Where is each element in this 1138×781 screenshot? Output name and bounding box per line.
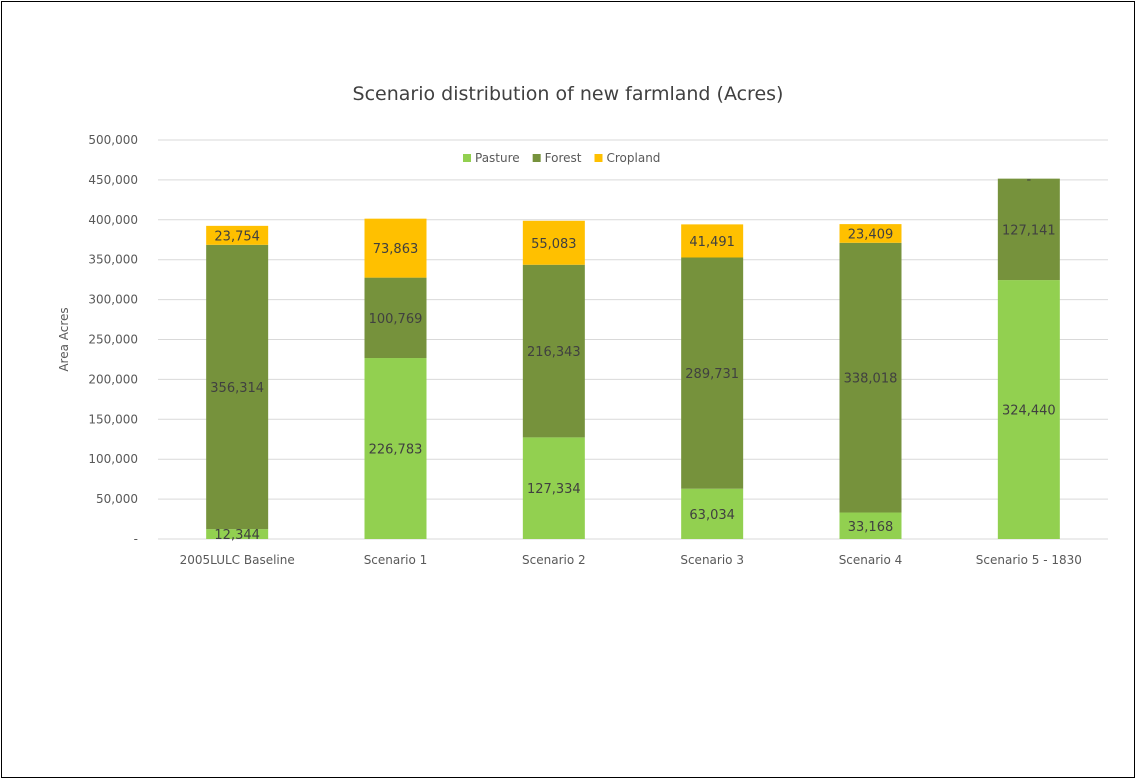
y-tick-label: 400,000 — [88, 213, 138, 227]
bar-pasture — [522, 437, 585, 539]
legend-label: Cropland — [607, 151, 661, 165]
bar-pasture — [681, 488, 744, 539]
bar-forest — [997, 178, 1060, 281]
bar-forest — [839, 242, 902, 513]
y-tick-label: 500,000 — [88, 133, 138, 147]
y-tick-label: 50,000 — [96, 492, 138, 506]
y-tick-label: 200,000 — [88, 372, 138, 386]
bar-pasture — [839, 512, 902, 539]
bar-forest — [522, 264, 585, 438]
bar-forest — [681, 257, 744, 489]
x-category-label: 2005LULC Baseline — [180, 553, 295, 567]
data-label: 338,018 — [844, 372, 898, 387]
y-axis-label: Area Acres — [57, 307, 71, 371]
x-category-label: Scenario 3 — [680, 553, 744, 567]
y-tick-label: 150,000 — [88, 412, 138, 426]
grid-lines — [158, 139, 1108, 540]
legend-swatch — [594, 154, 603, 162]
bar-cropland — [839, 224, 902, 243]
bar-pasture — [997, 280, 1060, 539]
bar-cropland — [522, 220, 585, 265]
y-axis-ticks: - 50,000 100,000 150,000 200,000 250,000 300,0… — [88, 133, 138, 546]
data-label: 33,168 — [848, 520, 894, 535]
x-category-label: Scenario 2 — [522, 553, 586, 567]
y-tick-label: 300,000 — [88, 293, 138, 307]
data-label: - — [1026, 173, 1031, 188]
bar-forest — [364, 277, 427, 359]
data-label: 55,083 — [531, 237, 577, 252]
x-category-label: Scenario 4 — [839, 553, 903, 567]
data-label: 12,344 — [214, 528, 260, 543]
legend: Pasture Forest Cropland — [463, 151, 660, 165]
data-label: 356,314 — [210, 381, 264, 396]
bar-cropland — [681, 224, 744, 258]
data-label: 226,783 — [369, 443, 423, 458]
data-label: 127,141 — [1002, 223, 1056, 238]
bar-forest — [206, 244, 269, 530]
bars — [206, 178, 1060, 539]
bar-pasture — [364, 358, 427, 539]
data-label: 127,334 — [527, 482, 581, 497]
legend-swatch — [532, 154, 541, 162]
legend-swatch — [463, 154, 471, 162]
x-category-label: Scenario 5 - 1830 — [976, 553, 1082, 567]
x-category-label: Scenario 1 — [364, 553, 428, 567]
data-label: 73,863 — [373, 242, 419, 257]
chart-title: Scenario distribution of new farmland (A… — [353, 83, 784, 105]
data-label: 23,409 — [848, 227, 894, 242]
data-label: 63,034 — [689, 508, 735, 523]
legend-label: Pasture — [475, 151, 520, 165]
data-label: 324,440 — [1002, 404, 1056, 419]
data-label: 23,754 — [214, 229, 260, 244]
bar-cropland — [206, 225, 269, 245]
y-tick-label: 350,000 — [88, 253, 138, 267]
data-label: 289,731 — [685, 367, 739, 382]
y-tick-label: 450,000 — [88, 173, 138, 187]
legend-label: Forest — [545, 151, 582, 165]
bar-cropland — [364, 218, 427, 278]
bar-pasture — [206, 529, 269, 539]
data-label: 41,491 — [689, 235, 735, 250]
x-axis-categories: 2005LULC Baseline Scenario 1 Scenario 2 Sce… — [180, 553, 1082, 567]
data-label: 100,769 — [369, 312, 423, 327]
data-label: 216,343 — [527, 345, 581, 360]
y-tick-label: 250,000 — [88, 333, 138, 347]
y-tick-label: 100,000 — [88, 452, 138, 466]
y-tick-label: - — [134, 532, 138, 546]
data-labels: 12,344 356,314 23,754 226,783 100,769 73,863 1… — [210, 173, 1055, 543]
